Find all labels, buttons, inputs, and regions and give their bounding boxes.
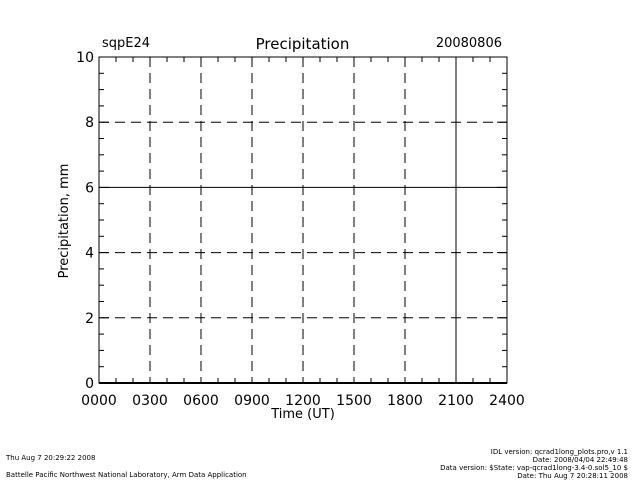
x-tick-label: 1500: [336, 393, 372, 409]
grid-layer: [99, 57, 507, 383]
x-tick-label: 0000: [81, 393, 117, 409]
x-tick-label: 1800: [387, 393, 423, 409]
y-tick-label: 0: [85, 376, 94, 392]
x-tick-label: 0600: [183, 393, 219, 409]
x-axis-label: Time (UT): [270, 407, 335, 422]
footer-idl-version: IDL version: qcrad1long_plots.pro,v 1.1: [490, 448, 628, 456]
x-tick-label: 2100: [438, 393, 474, 409]
site-label: sqpE24: [102, 36, 151, 51]
footer-organization: Battelle Pacific Northwest National Labo…: [6, 471, 247, 479]
date-label: 20080806: [435, 36, 502, 51]
footer-timestamp: Thu Aug 7 20:29:22 2008: [6, 454, 96, 462]
y-tick-label: 4: [85, 246, 94, 262]
footer-idl-date: Date: 2008/04/04 22:49:48: [532, 456, 628, 464]
footer-left: Thu Aug 7 20:29:22 2008 Battelle Pacific…: [6, 454, 247, 479]
x-tick-label: 0300: [132, 393, 168, 409]
y-axis-label: Precipitation, mm: [57, 164, 72, 279]
y-tick-label: 2: [85, 311, 94, 327]
footer-right: IDL version: qcrad1long_plots.pro,v 1.1 …: [440, 448, 628, 480]
x-tick-label: 2400: [489, 393, 525, 409]
footer-data-version: Data version: $State: vap-qcrad1long-3.4…: [440, 464, 628, 472]
y-tick-label: 6: [85, 180, 94, 196]
y-tick-label: 10: [76, 50, 94, 66]
axis-layer: 0000 0300 0600 0900 1200 1500 1800 2100 2400 0 2 4 6…: [76, 50, 525, 409]
footer-data-date: Date: Thu Aug 7 20:28:11 2008: [517, 472, 628, 480]
x-tick-label: 1200: [285, 393, 321, 409]
y-tick-label: 8: [85, 115, 94, 131]
chart-title: Precipitation: [255, 35, 350, 53]
x-tick-label: 0900: [234, 393, 270, 409]
